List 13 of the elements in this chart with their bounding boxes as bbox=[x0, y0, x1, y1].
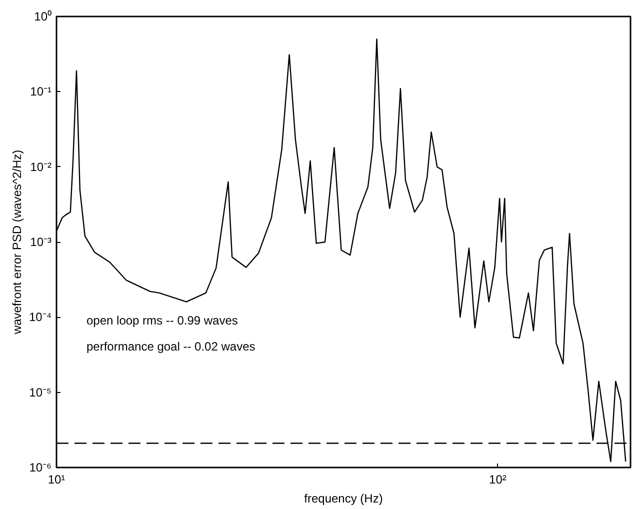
y-tick-label: 10⁻⁶ bbox=[29, 460, 52, 474]
annotation: performance goal -- 0.02 waves bbox=[86, 340, 256, 354]
y-tick-label: 10⁰ bbox=[34, 10, 52, 24]
y-tick-label: 10⁻² bbox=[30, 160, 52, 174]
x-tick-label: 10¹ bbox=[48, 472, 66, 486]
x-tick-label: 10² bbox=[489, 472, 506, 486]
x-axis-title: frequency (Hz) bbox=[304, 492, 383, 506]
y-axis-title: wavefront error PSD (waves^2/Hz) bbox=[10, 150, 24, 336]
y-tick-label: 10⁻⁵ bbox=[29, 385, 52, 400]
y-tick-label: 10⁻¹ bbox=[30, 84, 52, 99]
y-tick-label: 10⁻³ bbox=[30, 235, 52, 249]
y-tick-label: 10⁻⁴ bbox=[28, 310, 52, 324]
annotation: open loop rms -- 0.99 waves bbox=[86, 314, 238, 328]
